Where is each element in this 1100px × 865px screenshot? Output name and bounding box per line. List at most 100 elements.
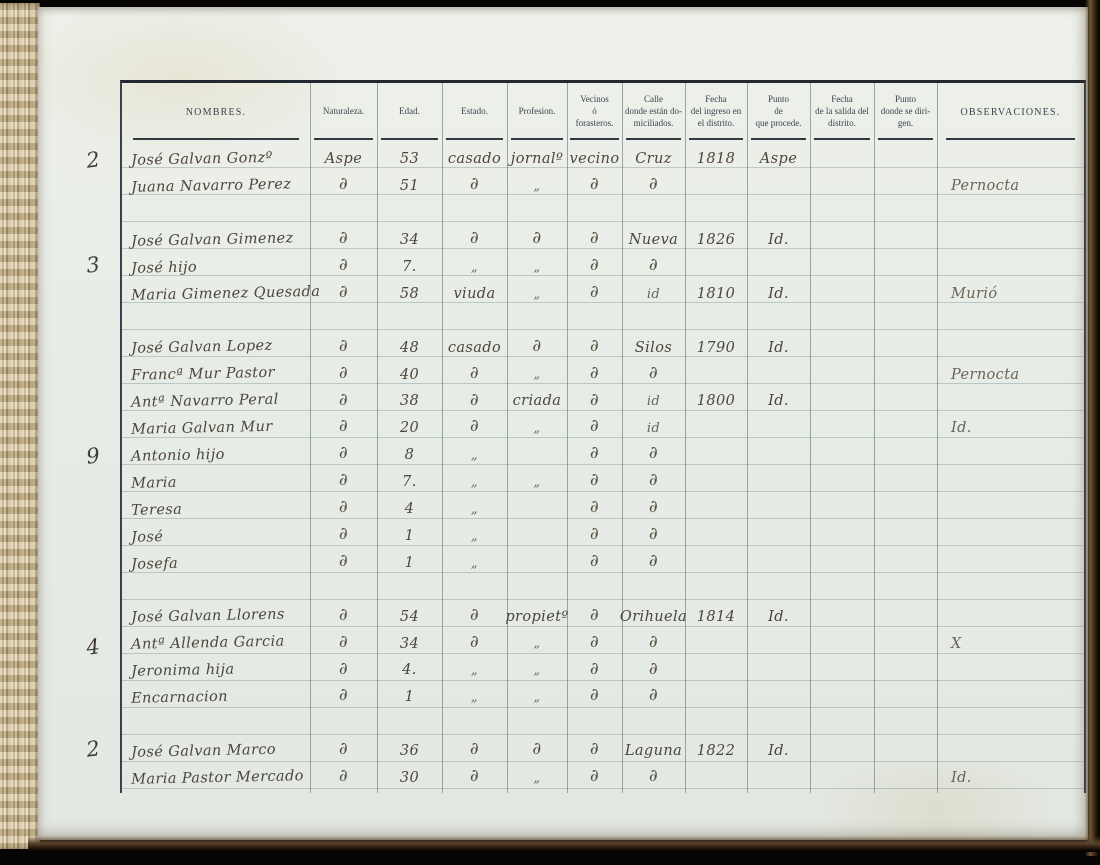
book-bottom-edge [28, 836, 1100, 852]
cell-punto_procede: Id. [768, 393, 789, 410]
cell-vecinos: ∂ [589, 443, 600, 464]
cell-edad: 1 [404, 689, 415, 706]
cell-naturaleza: ∂ [338, 470, 349, 491]
cell-nombres: Encarnacion [130, 689, 229, 708]
table-row: Maria Pastor Mercado ∂ 30 ∂ „ ∂ ∂ Id. [122, 760, 1084, 787]
cell-calle: id [646, 286, 661, 302]
cell-fecha_ingreso: 1814 [696, 608, 736, 625]
cell-profesion: „ [533, 178, 541, 194]
cell-nombres: José Galvan Gonzº [130, 150, 273, 170]
cell-punto_procede: Id. [768, 285, 789, 302]
cell-observaciones: Pernocta [951, 178, 1020, 195]
cell-calle: ∂ [648, 443, 659, 464]
cell-nombres: José Galvan Gimenez [130, 230, 294, 250]
column-divider-line [874, 83, 875, 793]
table-row: Francª Mur Pastor ∂ 40 ∂ „ ∂ ∂ Pernocta [122, 356, 1084, 385]
table-row: Josefa ∂ 1 „ ∂ ∂ [122, 545, 1084, 572]
cell-profesion: „ [533, 367, 541, 383]
cell-nombres: Antª Navarro Peral [130, 392, 279, 412]
cell-edad: 38 [399, 393, 420, 410]
cell-vecinos: ∂ [589, 739, 600, 760]
cell-nombres: Maria [130, 474, 177, 492]
cell-vecinos: ∂ [589, 685, 600, 706]
table-row: Teresa ∂ 4 „ ∂ ∂ [122, 491, 1084, 518]
cell-estado: ∂ [469, 362, 480, 383]
cell-edad: 30 [399, 770, 420, 787]
column-header-estado: Estado. [442, 83, 507, 141]
cell-edad: 4 [404, 501, 415, 518]
cell-vecinos: ∂ [589, 604, 600, 625]
column-header-fecha-ingreso: Fecha del ingreso en el distrito. [685, 83, 747, 141]
cell-vecinos: ∂ [589, 550, 600, 571]
column-header-calle: Calle donde están do- miciliados. [622, 83, 685, 141]
cell-calle: ∂ [648, 255, 659, 276]
cell-profesion: „ [533, 770, 541, 786]
cell-punto_procede: Id. [768, 743, 789, 760]
cell-nombres: José [130, 529, 164, 546]
column-header-profesion: Profesion. [507, 83, 567, 141]
cell-calle: Nueva [628, 232, 679, 249]
table-row: Encarnacion ∂ 1 „ „ ∂ ∂ [122, 679, 1084, 708]
cell-vecinos: ∂ [589, 174, 600, 195]
cell-estado: ∂ [469, 604, 480, 625]
cell-vecinos: ∂ [589, 389, 600, 410]
column-header-punto-dirigen: Punto donde se diri- gen. [874, 83, 937, 141]
table-row: José Galvan Marco ∂ 36 ∂ ∂ ∂ Laguna 1822 Id. [122, 733, 1084, 760]
cell-nombres: Francª Mur Pastor [130, 365, 276, 385]
cell-nombres: Antª Allenda Garcia [130, 634, 285, 654]
cell-estado: casado [447, 339, 502, 356]
cell-edad: 20 [399, 420, 420, 437]
cell-calle: ∂ [648, 470, 659, 491]
cell-naturaleza: ∂ [338, 228, 349, 249]
cell-estado: ∂ [469, 416, 480, 437]
cell-nombres: Jeronima hija [130, 662, 235, 681]
cell-profesion: propietº [505, 608, 569, 625]
cell-vecinos: ∂ [589, 766, 600, 787]
table-row: José Galvan Llorens ∂ 54 ∂ propietº ∂ Orihuela… [122, 598, 1084, 626]
table-row: José ∂ 1 „ ∂ ∂ [122, 518, 1084, 545]
cell-calle: ∂ [648, 550, 659, 571]
cell-naturaleza: ∂ [338, 335, 349, 356]
cell-observaciones: Id. [951, 770, 972, 787]
cell-fecha_ingreso: 1818 [696, 151, 736, 168]
cell-calle: id [646, 421, 661, 437]
cell-edad: 1 [404, 554, 415, 571]
cell-observaciones: X [951, 635, 962, 652]
group-count: 9 [84, 443, 102, 469]
cell-edad: 1 [404, 527, 415, 544]
cell-punto_procede: Id. [768, 232, 789, 249]
cell-naturaleza: ∂ [338, 281, 349, 302]
column-divider-line [377, 83, 378, 793]
cell-edad: 7. [402, 258, 417, 275]
cell-naturaleza: ∂ [338, 524, 349, 545]
cell-nombres: Antonio hijo [130, 447, 225, 465]
table-row: José Galvan Gonzº Aspe 53 casado jornalº veci… [122, 141, 1084, 170]
column-header-punto-procede: Punto de que procede. [747, 83, 810, 141]
column-header-fecha-salida: Fecha de la salida del distrito. [810, 83, 874, 141]
cell-naturaleza: ∂ [338, 685, 349, 706]
table-row: Antª Navarro Peral ∂ 38 ∂ criada ∂ id 1800 Id. [122, 383, 1084, 412]
table-row: José hijo ∂ 7. „ „ ∂ ∂ [122, 249, 1084, 276]
cell-estado: „ [470, 663, 479, 679]
cell-fecha_ingreso: 1800 [696, 393, 736, 410]
cell-estado: „ [470, 259, 479, 275]
cell-estado: „ [470, 555, 479, 571]
cell-estado: „ [470, 447, 479, 463]
cell-vecinos: ∂ [589, 416, 600, 437]
cell-punto_procede: Id. [768, 608, 789, 625]
cell-naturaleza: ∂ [338, 389, 349, 410]
column-divider-line [810, 83, 811, 793]
cell-calle: Laguna [624, 743, 683, 760]
cell-calle: ∂ [648, 362, 659, 383]
cell-profesion: ∂ [532, 335, 542, 356]
cell-estado: ∂ [469, 631, 480, 652]
column-divider-line [685, 83, 686, 793]
group-count: 3 [84, 252, 102, 278]
cell-estado: „ [470, 474, 479, 490]
cell-edad: 8 [404, 447, 415, 464]
cell-edad: 51 [399, 178, 420, 195]
cell-naturaleza: ∂ [338, 443, 349, 464]
cell-estado: ∂ [469, 739, 480, 760]
cell-calle: Cruz [635, 151, 672, 168]
